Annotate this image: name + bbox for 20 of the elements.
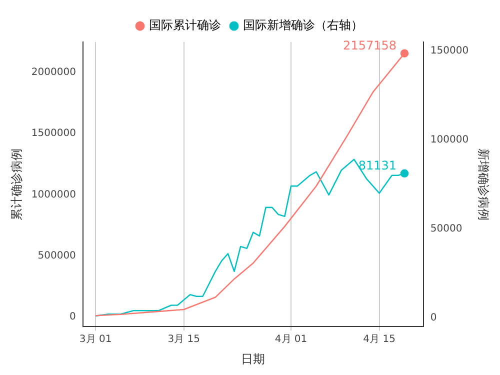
y2-tick-label: 50000	[430, 223, 462, 234]
y2-tick-label: 0	[430, 312, 437, 324]
data-label: 2157158	[343, 38, 397, 52]
x-tick-label: 4月 15	[363, 334, 396, 346]
y-tick-label: 2000000	[31, 67, 76, 78]
y-tick-label: 1500000	[31, 128, 76, 140]
y2-tick-label: 150000	[430, 45, 469, 56]
x-tick-label: 3月 15	[168, 334, 200, 346]
x-tick-label: 3月 01	[79, 334, 112, 346]
x-tick-label: 4月 01	[274, 334, 308, 346]
x-axis-title: 日期	[241, 352, 266, 366]
legend-label: 国际新增确诊（右轴）	[243, 18, 363, 32]
legend-label: 国际累计确诊	[149, 18, 221, 32]
y-axis-title: 累计确诊病例	[9, 148, 24, 220]
data-label: 81131	[358, 158, 397, 173]
y-tick-label: 0	[70, 311, 76, 322]
y2-axis-title: 新增确诊病例	[476, 148, 491, 220]
y2-tick-label: 100000	[430, 134, 469, 146]
y-tick-label: 500000	[38, 250, 76, 262]
y-tick-label: 1000000	[31, 189, 76, 200]
